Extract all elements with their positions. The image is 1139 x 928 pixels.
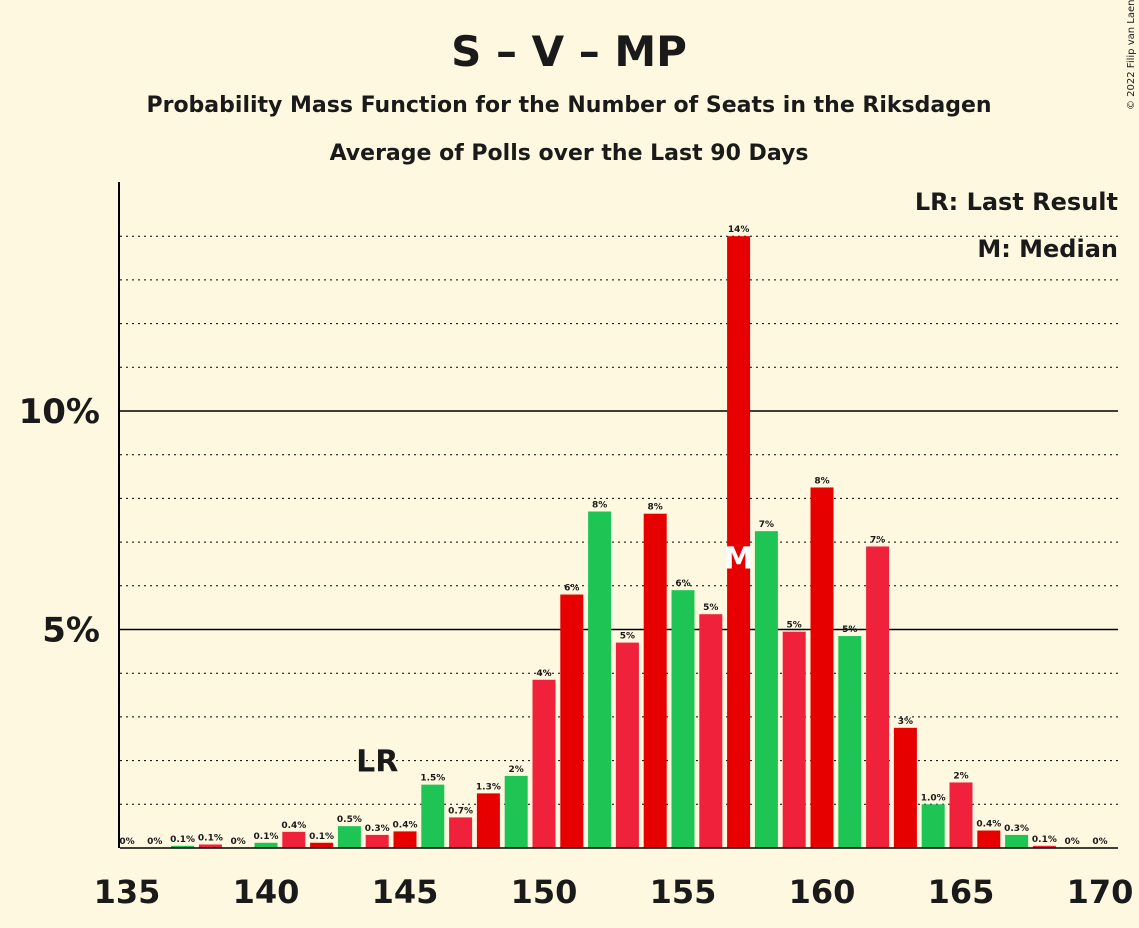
median-marker: M [724, 541, 754, 576]
ticks: 135 140 145 150 155 160 165 170 5% 10% [19, 392, 1134, 911]
bars [171, 236, 1056, 848]
bar [365, 834, 389, 848]
bar-value-label: 0.4% [393, 820, 418, 830]
bar-value-label: 0.1% [170, 835, 195, 845]
bar-value-label: 3% [898, 717, 913, 727]
bar-value-label: 5% [787, 621, 802, 631]
bar [949, 782, 973, 848]
bar [866, 546, 890, 848]
bar-value-label: 1.0% [921, 793, 946, 803]
bar-value-label: 0.4% [281, 821, 306, 831]
x-tick-label: 160 [789, 873, 856, 911]
bar [449, 817, 473, 848]
bar-value-label: 6% [564, 584, 579, 594]
bar [171, 845, 195, 848]
bar [782, 631, 806, 848]
legend-median: M: Median [977, 235, 1118, 263]
chart-title: S – V – MP [451, 27, 687, 76]
bar-value-label: 0% [119, 837, 134, 847]
y-tick-label: 10% [19, 392, 100, 432]
bar-value-label: 0.1% [1032, 835, 1057, 845]
bar-value-label: 4% [536, 669, 551, 679]
bar-value-label: 7% [870, 535, 885, 545]
bar [393, 831, 417, 848]
bar-value-label: 5% [620, 632, 635, 642]
bar-value-label: 0.3% [365, 824, 390, 834]
axes [118, 182, 1118, 849]
bar [476, 793, 500, 848]
bar-value-label: 14% [728, 225, 750, 235]
x-tick-label: 135 [94, 873, 161, 911]
bar [560, 594, 584, 848]
bar [421, 784, 445, 848]
bar-value-label: 0% [147, 837, 162, 847]
bar [282, 831, 306, 848]
x-tick-label: 165 [928, 873, 995, 911]
bar [977, 830, 1001, 848]
bar-value-label: 0.1% [309, 832, 334, 842]
x-tick-label: 150 [511, 873, 578, 911]
bar [198, 844, 222, 848]
bar-labels: 0% 0% 0.1% 0.1% 0%0.1%0.4%0.1%0.5%0.3% 0.4%1.… [119, 225, 1107, 847]
bar [337, 826, 361, 848]
bar [810, 487, 834, 848]
x-tick-label: 145 [372, 873, 439, 911]
bar-value-label: 8% [814, 476, 829, 486]
x-tick-label: 170 [1067, 873, 1134, 911]
copyright-text: © 2022 Filip van Laenen [1126, 0, 1137, 110]
bar-value-label: 8% [648, 503, 663, 513]
bar-value-label: 2% [953, 771, 968, 781]
bar-value-label: 0.4% [976, 820, 1001, 830]
bar [838, 636, 862, 848]
bar-value-label: 0% [1092, 837, 1107, 847]
bar-value-label: 8% [592, 501, 607, 511]
bar-value-label: 0% [1065, 837, 1080, 847]
bar [754, 531, 778, 848]
legend-last-result: LR: Last Result [915, 188, 1118, 216]
bar-value-label: 0.1% [198, 834, 223, 844]
bar [254, 842, 278, 848]
bar [615, 642, 639, 848]
bar-value-label: 0% [231, 837, 246, 847]
bar [671, 590, 695, 848]
bar-value-label: 5% [703, 603, 718, 613]
bar-value-label: 1.5% [420, 774, 445, 784]
bar-value-label: 0.5% [337, 815, 362, 825]
bar-value-label: 0.7% [448, 806, 473, 816]
bar-value-label: 7% [759, 520, 774, 530]
bar [504, 775, 528, 848]
bar [893, 727, 917, 848]
bar [727, 236, 751, 848]
chart-subtitle-2: Average of Polls over the Last 90 Days [330, 141, 809, 166]
bar [1005, 834, 1029, 848]
bar-value-label: 6% [675, 579, 690, 589]
bar [310, 842, 334, 848]
y-tick-label: 5% [42, 611, 100, 651]
bar-value-label: 5% [842, 625, 857, 635]
last-result-marker: LR [356, 745, 398, 780]
bar-value-label: 0.3% [1004, 824, 1029, 834]
bar [588, 511, 612, 848]
bar-value-label: 2% [509, 765, 524, 775]
x-tick-label: 140 [233, 873, 300, 911]
x-tick-label: 155 [650, 873, 717, 911]
chart-subtitle: Probability Mass Function for the Number… [146, 93, 991, 118]
bar [1032, 845, 1056, 848]
bar [699, 614, 723, 848]
bar [643, 513, 667, 848]
bar-value-label: 0.1% [254, 832, 279, 842]
bar [921, 804, 945, 848]
bar [532, 679, 556, 848]
bar-value-label: 1.3% [476, 782, 501, 792]
